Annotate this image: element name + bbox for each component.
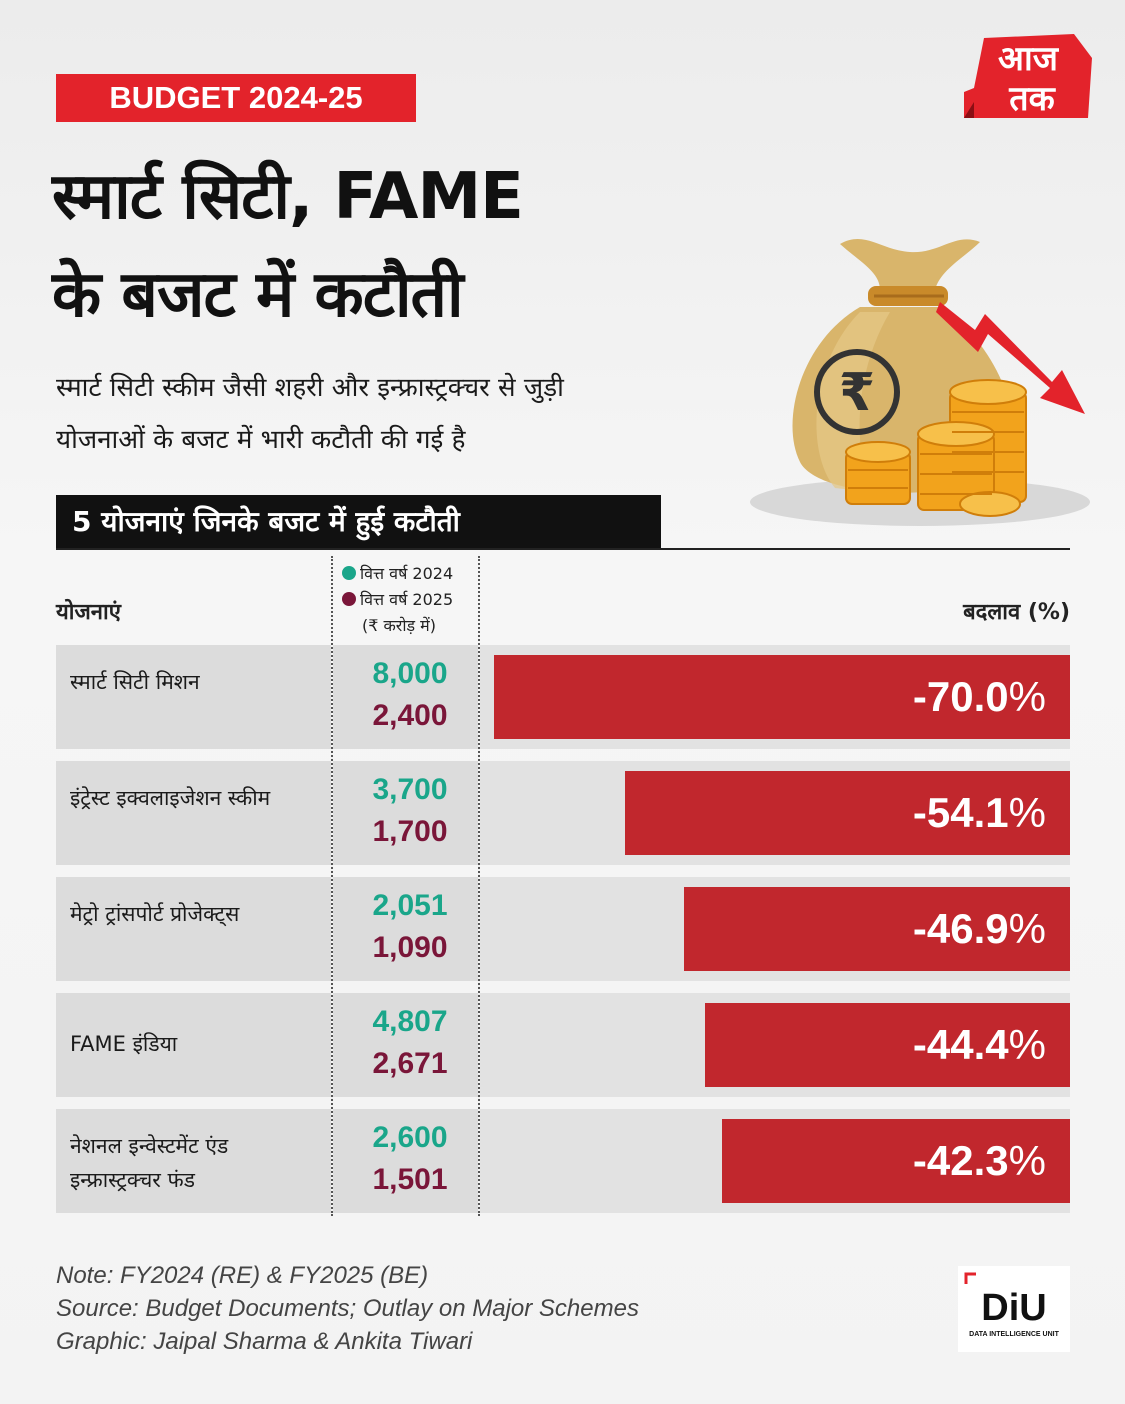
table-row-values — [333, 645, 478, 749]
scheme-name: FAME इंडिया — [70, 1032, 178, 1056]
money-bag-icon: ₹ — [750, 239, 1090, 526]
section-title: 5 योजनाएं जिनके बजट में हुई कटौती — [56, 495, 661, 549]
source-text: Source: Budget Documents; Outlay on Majo… — [56, 1295, 639, 1322]
bar — [624, 771, 1070, 855]
legend-label-fy2025: वित्त वर्ष 2025 — [360, 590, 454, 609]
subtitle-line-1: स्मार्ट सिटी स्कीम जैसी शहरी और इन्फ्रास… — [56, 373, 564, 403]
table-row — [56, 877, 331, 981]
bar-value-number: -44.4 — [912, 1021, 1009, 1068]
bar-value-number: -46.9 — [912, 905, 1009, 952]
value-fy2025: 1,501 — [372, 1163, 448, 1196]
percent-sign: % — [1008, 1137, 1046, 1184]
graphic-credit: Graphic: Jaipal Sharma & Ankita Tiwari — [56, 1328, 473, 1355]
value-fy2025: 1,700 — [372, 815, 448, 848]
bar-value-label: -46.9% — [684, 905, 1046, 953]
column-header-change: बदलाव (%) — [963, 600, 1070, 625]
svg-text:DATA INTELLIGENCE UNIT: DATA INTELLIGENCE UNIT — [969, 1331, 1059, 1338]
value-fy2024: 2,600 — [372, 1121, 448, 1154]
scheme-name: इंट्रेस्ट इक्वलाइजेशन स्कीम — [70, 786, 271, 810]
column-divider-left — [331, 556, 333, 1216]
legend-dot-fy2025 — [342, 592, 356, 606]
bar-value-label: -54.1% — [625, 789, 1046, 837]
page-title-line-2: के बजट में कटौती — [52, 258, 464, 332]
note-text: Note: FY2024 (RE) & FY2025 (BE) — [56, 1262, 429, 1289]
table-row — [56, 993, 331, 1097]
bar-value-label: -44.4% — [705, 1021, 1046, 1069]
value-fy2025: 1,090 — [372, 931, 448, 964]
page-title-line-1: स्मार्ट सिटी, FAME — [52, 160, 524, 234]
bar-value-label: -42.3% — [722, 1137, 1046, 1185]
column-header-schemes: योजनाएं — [56, 600, 121, 625]
aajtak-logo: आज तक — [964, 34, 1092, 119]
scheme-name: नेशनल इन्वेस्टमेंट एंड इन्फ्रास्ट्रक्चर … — [70, 1134, 229, 1192]
bar — [494, 655, 1070, 739]
scheme-name: मेट्रो ट्रांसपोर्ट प्रोजेक्ट्स — [70, 902, 240, 926]
subtitle-line-2: योजनाओं के बजट में भारी कटौती की गई है — [56, 425, 466, 455]
value-fy2025: 2,671 — [372, 1047, 448, 1080]
value-fy2024: 3,700 — [372, 773, 448, 806]
bar-value-label: -70.0% — [494, 673, 1046, 721]
percent-sign: % — [1008, 789, 1046, 836]
table-row-values — [333, 993, 478, 1097]
percent-sign: % — [1008, 673, 1046, 720]
value-fy2024: 4,807 — [372, 1005, 448, 1038]
column-divider-right — [478, 556, 480, 1216]
bar — [721, 1119, 1070, 1203]
logo-text-top: आज — [998, 39, 1060, 79]
table-row — [56, 1109, 331, 1213]
legend-label-fy2024: वित्त वर्ष 2024 — [360, 564, 454, 583]
bar-value-number: -42.3 — [912, 1137, 1009, 1184]
bar-value-number: -70.0 — [912, 673, 1009, 720]
budget-tag: BUDGET 2024-25 — [56, 74, 416, 122]
legend-fy2025: वित्त वर्ष 2025 — [342, 588, 453, 610]
scheme-name: स्मार्ट सिटी मिशन — [70, 670, 200, 694]
percent-sign: % — [1008, 1021, 1046, 1068]
legend-dot-fy2024 — [342, 566, 356, 580]
value-fy2024: 8,000 — [372, 657, 448, 690]
percent-sign: % — [1008, 905, 1046, 952]
table-row — [56, 761, 331, 865]
svg-text:DiU: DiU — [981, 1287, 1046, 1329]
table-row-values — [333, 1109, 478, 1213]
svg-text:₹: ₹ — [839, 363, 875, 423]
logo-text-bottom: तक — [1008, 79, 1056, 119]
value-fy2025: 2,400 — [372, 699, 448, 732]
legend-fy2024: वित्त वर्ष 2024 — [342, 562, 453, 584]
bar — [704, 1003, 1070, 1087]
table-row-values — [333, 877, 478, 981]
legend-unit: (₹ करोड़ में) — [362, 616, 436, 635]
bar-value-number: -54.1 — [912, 789, 1009, 836]
value-fy2024: 2,051 — [372, 889, 448, 922]
table-row — [56, 645, 331, 749]
section-divider — [56, 548, 1070, 550]
bar — [684, 887, 1070, 971]
table-row-values — [333, 761, 478, 865]
diu-logo: DiU DATA INTELLIGENCE UNIT — [958, 1266, 1070, 1352]
